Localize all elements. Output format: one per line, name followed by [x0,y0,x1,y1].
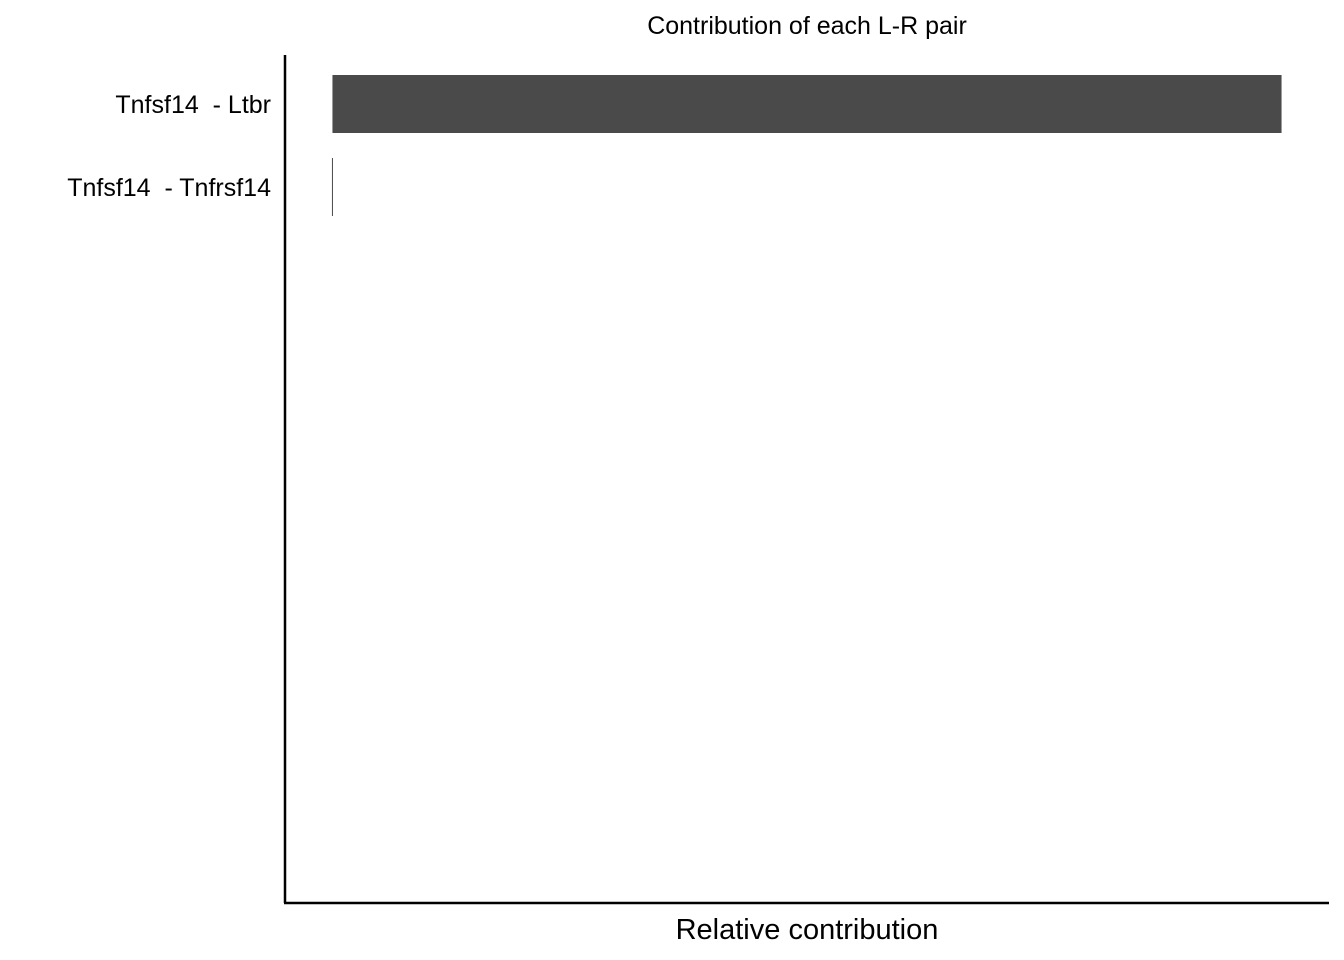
bar-0 [332,75,1282,133]
bars-group [331,75,1282,216]
y-tick-labels: Tnfsf14 - Ltbr Tnfsf14 - Tnfrsf14 [67,91,271,202]
chart-title: Contribution of each L-R pair [647,12,967,40]
y-tick-label-1: Tnfsf14 - Tnfrsf14 [67,174,271,202]
x-axis-label: Relative contribution [676,914,939,946]
y-tick-label-0: Tnfsf14 - Ltbr [115,91,271,119]
